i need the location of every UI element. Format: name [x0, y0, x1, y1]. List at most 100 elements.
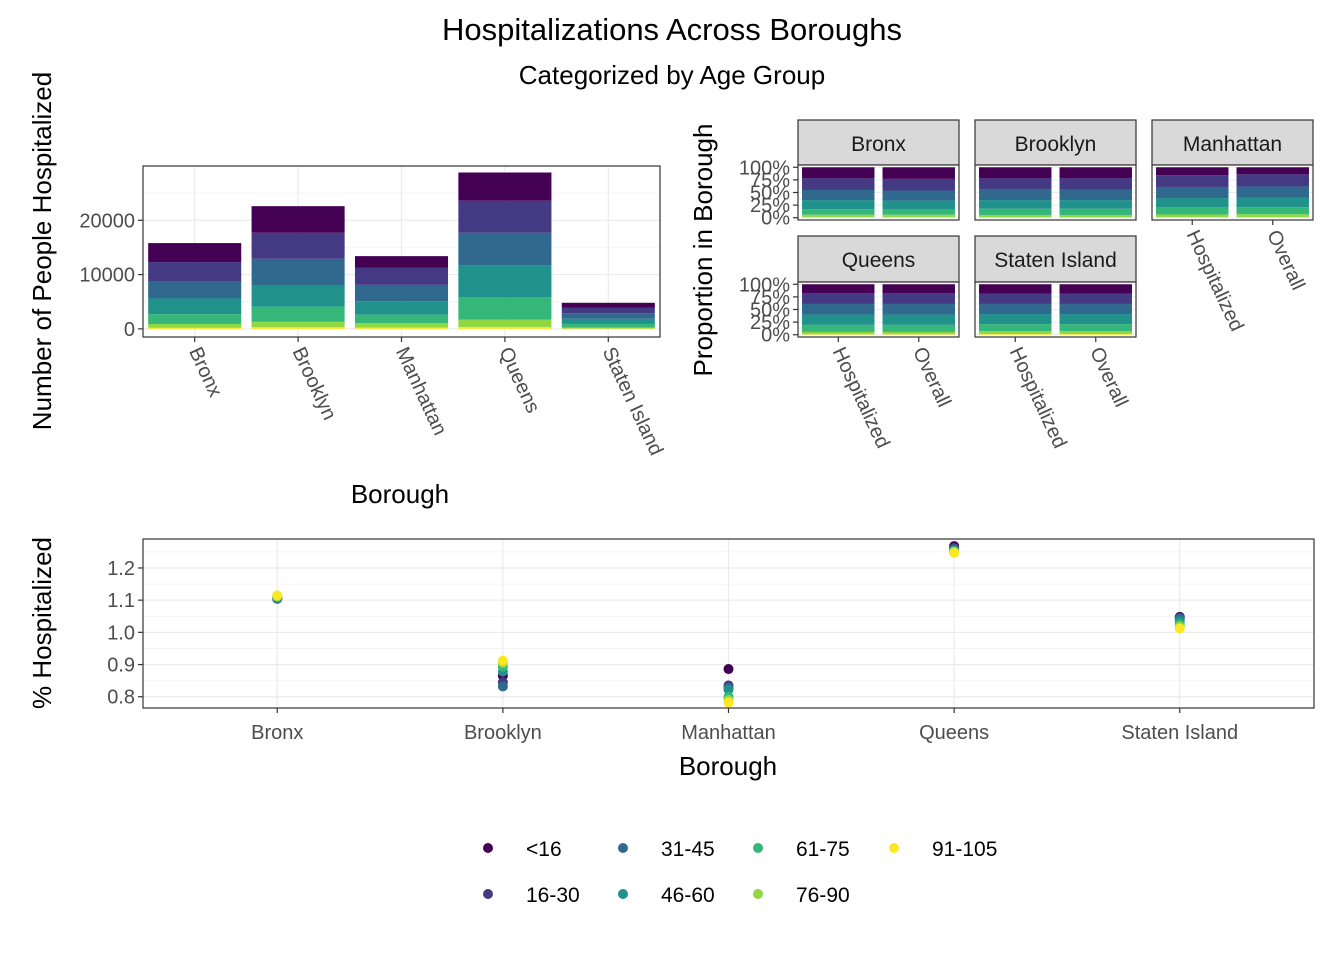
- y-tick-label: 1.0: [107, 622, 135, 644]
- bar-segment-overall-46-60: [1236, 197, 1309, 208]
- bar-segment-bronx-76-90: [148, 323, 242, 328]
- y-tick-label: 50%: [750, 183, 790, 205]
- bar-segment-manhattan-31-45: [354, 284, 449, 302]
- bar-segment-hospitalized-91-105: [802, 216, 875, 218]
- bar-segment-hospitalized-46-60: [802, 200, 875, 210]
- bar-segment-hospitalized-<16: [1156, 167, 1229, 176]
- facet-manhattan: Manhattan Hospitalized Overall: [1151, 119, 1314, 335]
- y-tick-label: 100%: [739, 274, 790, 296]
- x-tick-label: Overall: [1085, 344, 1132, 411]
- bar-segment-brooklyn-16-30: [251, 232, 345, 259]
- x-tick-label: Bronx: [184, 344, 226, 401]
- point-staten-island-91-105: [1174, 623, 1185, 634]
- bar-segment-staten-island-31-45: [561, 313, 655, 319]
- bar-segment-overall-76-90: [882, 214, 955, 217]
- bar-segment-manhattan-<16: [354, 256, 449, 268]
- x-tick-label: Brooklyn: [464, 722, 542, 744]
- bar-segment-queens-46-60: [458, 265, 552, 298]
- facet-brooklyn: Brooklyn: [974, 119, 1137, 221]
- plot-border: [974, 281, 1137, 338]
- bar-segment-overall-31-45: [1059, 189, 1132, 201]
- bar-segment-overall-16-30: [1059, 178, 1132, 190]
- legend-label: 46-60: [661, 884, 715, 907]
- bar-segment-hospitalized-16-30: [802, 178, 875, 190]
- legend-item: 46-60: [618, 884, 715, 907]
- y-tick-label: 1.1: [107, 590, 135, 612]
- bar-segment-hospitalized-16-30: [802, 293, 875, 304]
- y-tick-label: 75%: [750, 170, 790, 192]
- bar-segment-manhattan-76-90: [354, 323, 449, 328]
- legend-key: [483, 889, 493, 899]
- point-queens-91-105: [949, 547, 960, 558]
- bar-segment-bronx-31-45: [148, 281, 242, 299]
- y-tick-label: 20000: [79, 210, 135, 232]
- x-tick-label: Bronx: [251, 722, 303, 744]
- bar-segment-brooklyn-31-45: [251, 258, 345, 286]
- bar-segment-hospitalized-91-105: [1156, 216, 1229, 218]
- legend-item: 61-75: [753, 838, 850, 861]
- point-manhattan-91-105: [723, 697, 734, 708]
- legend-label: 16-30: [526, 884, 580, 907]
- y-tick-label: 25%: [750, 195, 790, 217]
- y-tick-label: 25%: [750, 312, 790, 334]
- x-tick-label: Overall: [908, 344, 955, 411]
- bar-segment-hospitalized-61-75: [979, 208, 1052, 215]
- legend-item: 31-45: [618, 838, 715, 861]
- point-manhattan-46-60: [723, 684, 734, 695]
- facet-queens: Queens 0%25%50%75%100% Hospitalized Overall: [739, 235, 960, 452]
- bar-segment-overall-61-75: [1059, 324, 1132, 332]
- bar-segment-overall-91-105: [1236, 216, 1309, 218]
- bar-segment-overall-76-90: [882, 331, 955, 335]
- bar-segment-queens-61-75: [458, 297, 552, 320]
- legend-key: [753, 843, 763, 853]
- y-tick-label: 75%: [750, 287, 790, 309]
- bar-segment-overall-91-105: [882, 334, 955, 335]
- y-axis-title: Number of People Hospitalized: [27, 72, 57, 430]
- bar-segment-staten-island-46-60: [561, 318, 655, 324]
- bar-segment-manhattan-61-75: [354, 314, 449, 324]
- bar-segment-hospitalized-76-90: [802, 331, 875, 335]
- bar-segment-queens-31-45: [458, 232, 552, 266]
- x-tick-label: Staten Island: [1121, 722, 1238, 744]
- plot-border: [974, 164, 1137, 221]
- bar-segment-hospitalized-91-105: [979, 333, 1052, 335]
- bar-chart-counts: 0 10000 20000 Bronx Brooklyn Manhattan Queens S…: [27, 72, 667, 509]
- bar-segment-bronx-<16: [148, 243, 242, 263]
- x-tick-label: Hospitalized: [1182, 227, 1248, 335]
- bar-segment-manhattan-91-105: [354, 327, 449, 329]
- bar-segment-hospitalized-61-75: [802, 324, 875, 332]
- x-tick-label: Manhattan: [391, 344, 451, 439]
- bar-segment-overall-<16: [882, 167, 955, 179]
- bar-segment-bronx-16-30: [148, 262, 242, 282]
- x-tick-label: Queens: [494, 344, 544, 417]
- point-brooklyn-31-45: [497, 681, 508, 692]
- bar-segment-overall-76-90: [1059, 214, 1132, 218]
- bar-segment-brooklyn-91-105: [251, 327, 345, 329]
- legend-item: <16: [483, 838, 562, 861]
- bar-segment-overall-91-105: [1059, 217, 1132, 218]
- bar-segment-overall-<16: [1059, 284, 1132, 294]
- bar-segment-overall-16-30: [1236, 174, 1309, 187]
- x-tick-label: Overall: [1262, 227, 1309, 294]
- bar-segment-hospitalized-76-90: [802, 214, 875, 217]
- bar-segment-hospitalized-<16: [979, 284, 1052, 294]
- bar-segment-hospitalized-61-75: [1156, 207, 1229, 215]
- bar-segment-hospitalized-91-105: [979, 217, 1052, 218]
- bar-segment-hospitalized-61-75: [979, 324, 1052, 332]
- facet-strip-brooklyn: [974, 119, 1137, 166]
- x-axis-title: Borough: [351, 479, 449, 509]
- bar-segment-hospitalized-<16: [802, 167, 875, 179]
- bar-segment-queens-91-105: [458, 326, 552, 329]
- bar-segment-staten-island-<16: [561, 302, 655, 308]
- facet-strip-bronx: [797, 119, 960, 166]
- bar-segment-hospitalized-46-60: [979, 314, 1052, 325]
- x-tick-label: Manhattan: [681, 722, 776, 744]
- legend-key: [618, 889, 628, 899]
- bar-segment-hospitalized-31-45: [1156, 186, 1229, 199]
- facet-strip-label: Bronx: [851, 133, 906, 156]
- x-axis-title: Borough: [679, 751, 777, 781]
- legend-key: [483, 843, 493, 853]
- bar-segment-hospitalized-76-90: [979, 214, 1052, 218]
